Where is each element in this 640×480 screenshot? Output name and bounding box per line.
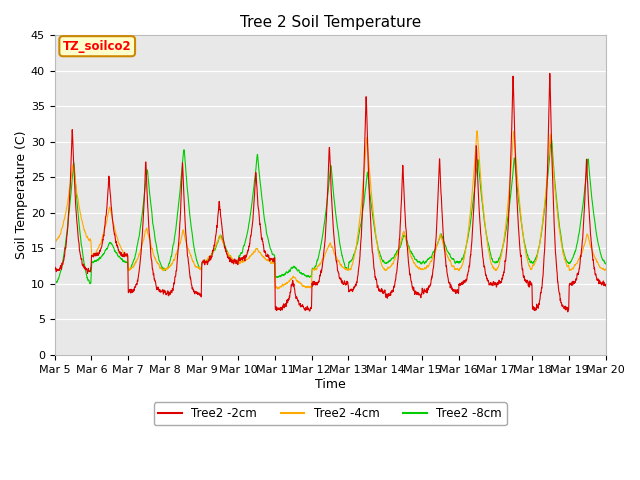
Tree2 -2cm — [532, 305, 540, 311]
Tree2 -4cm — [51, 238, 58, 244]
Tree2 -8cm — [262, 226, 270, 232]
Line: Tree2 -8cm: Tree2 -8cm — [54, 137, 605, 284]
Tree2 -8cm — [547, 134, 555, 140]
Tree2 -8cm — [286, 268, 294, 274]
Tree2 -4cm — [532, 259, 540, 264]
Text: TZ_soilco2: TZ_soilco2 — [63, 40, 131, 53]
Tree2 -4cm — [114, 235, 122, 241]
Y-axis label: Soil Temperature (C): Soil Temperature (C) — [15, 131, 28, 259]
Line: Tree2 -2cm: Tree2 -2cm — [54, 73, 605, 312]
Tree2 -2cm — [286, 293, 294, 299]
Tree2 -2cm — [51, 265, 58, 271]
Tree2 -4cm — [473, 128, 481, 133]
Tree2 -8cm — [591, 222, 599, 228]
Tree2 -2cm — [564, 309, 572, 315]
Title: Tree 2 Soil Temperature: Tree 2 Soil Temperature — [239, 15, 420, 30]
Tree2 -2cm — [591, 271, 599, 277]
Tree2 -2cm — [546, 71, 554, 76]
Tree2 -8cm — [147, 197, 154, 203]
Tree2 -2cm — [114, 244, 122, 250]
Line: Tree2 -4cm: Tree2 -4cm — [54, 131, 605, 289]
Tree2 -8cm — [602, 261, 609, 267]
Tree2 -4cm — [591, 255, 599, 261]
Tree2 -8cm — [86, 281, 94, 287]
Tree2 -4cm — [602, 266, 609, 272]
Tree2 -8cm — [51, 280, 58, 286]
Tree2 -2cm — [262, 252, 269, 258]
X-axis label: Time: Time — [315, 377, 346, 391]
Legend: Tree2 -2cm, Tree2 -4cm, Tree2 -8cm: Tree2 -2cm, Tree2 -4cm, Tree2 -8cm — [154, 402, 507, 425]
Tree2 -8cm — [114, 252, 122, 258]
Tree2 -4cm — [286, 277, 294, 283]
Tree2 -2cm — [602, 283, 609, 289]
Tree2 -8cm — [532, 256, 540, 262]
Tree2 -2cm — [147, 240, 154, 246]
Tree2 -4cm — [274, 286, 282, 292]
Tree2 -4cm — [147, 239, 154, 244]
Tree2 -4cm — [262, 257, 269, 263]
